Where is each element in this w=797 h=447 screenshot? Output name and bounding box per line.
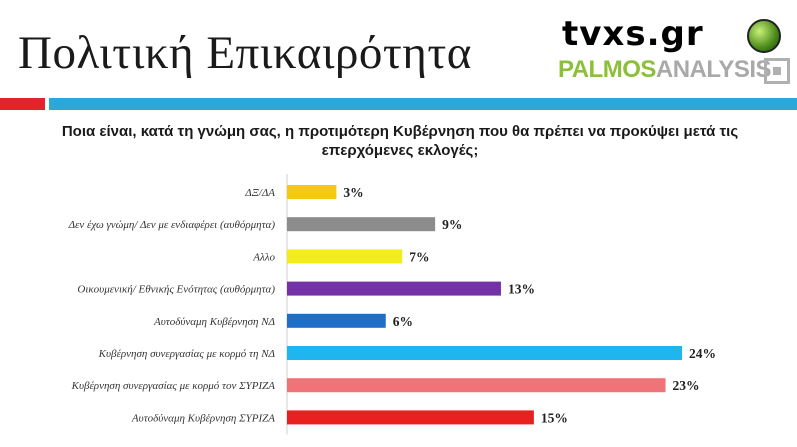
bar-chart: ΔΞ/ΔΑ 3% Δεν έχω γνώμη/ Δεν με ενδιαφέρει …: [68, 174, 716, 435]
palmos-logo-part2: ANALYSIS: [655, 56, 772, 83]
bar: [287, 346, 682, 360]
tvxs-logo: tvxs.gr: [562, 14, 704, 54]
bar: [287, 185, 337, 199]
palmos-logo-part1: PALMOS: [558, 56, 656, 83]
value-label: 9%: [442, 217, 462, 232]
category-label: Οικουμενική/ Εθνικής Ενότητας (αυθόρμητα…: [77, 284, 275, 296]
category-label: Κυβέρνηση συνεργασίας με κορμό τον ΣΥΡΙΖ…: [71, 380, 276, 392]
value-label: 23%: [673, 378, 700, 393]
category-label: Αλλο: [252, 251, 275, 263]
palmos-analysis-logo: PALMOSANALYSIS: [558, 56, 772, 84]
value-label: 13%: [508, 282, 535, 297]
value-label: 24%: [689, 346, 716, 361]
value-label: 7%: [409, 249, 429, 264]
header-rule-red: [0, 98, 45, 110]
page-title: Πολιτική Επικαιρότητα: [18, 27, 472, 79]
value-label: 15%: [541, 410, 568, 425]
category-label: Κυβέρνηση συνεργασίας με κορμό τη ΝΔ: [98, 348, 275, 360]
bar: [287, 378, 666, 393]
category-label: Δεν έχω γνώμη/ Δεν με ενδιαφέρει (αυθόρμ…: [68, 219, 276, 231]
palmos-square-icon: [764, 58, 790, 84]
bar: [287, 313, 386, 328]
category-label: Αυτοδύναμη Κυβέρνηση ΣΥΡΙΖΑ: [131, 412, 275, 424]
bar: [287, 217, 436, 232]
category-label: ΔΞ/ΔΑ: [244, 187, 275, 199]
bar: [287, 249, 403, 264]
value-label: 6%: [393, 314, 413, 329]
bar: [287, 281, 501, 296]
value-label: 3%: [343, 185, 363, 200]
chart-question: Ποια είναι, κατά τη γνώμη σας, η προτιμό…: [61, 123, 739, 159]
globe-icon: [747, 19, 781, 53]
bar: [287, 410, 534, 425]
header-rule-blue: [49, 98, 797, 110]
category-label: Αυτοδύναμη Κυβέρνηση ΝΔ: [153, 316, 275, 328]
